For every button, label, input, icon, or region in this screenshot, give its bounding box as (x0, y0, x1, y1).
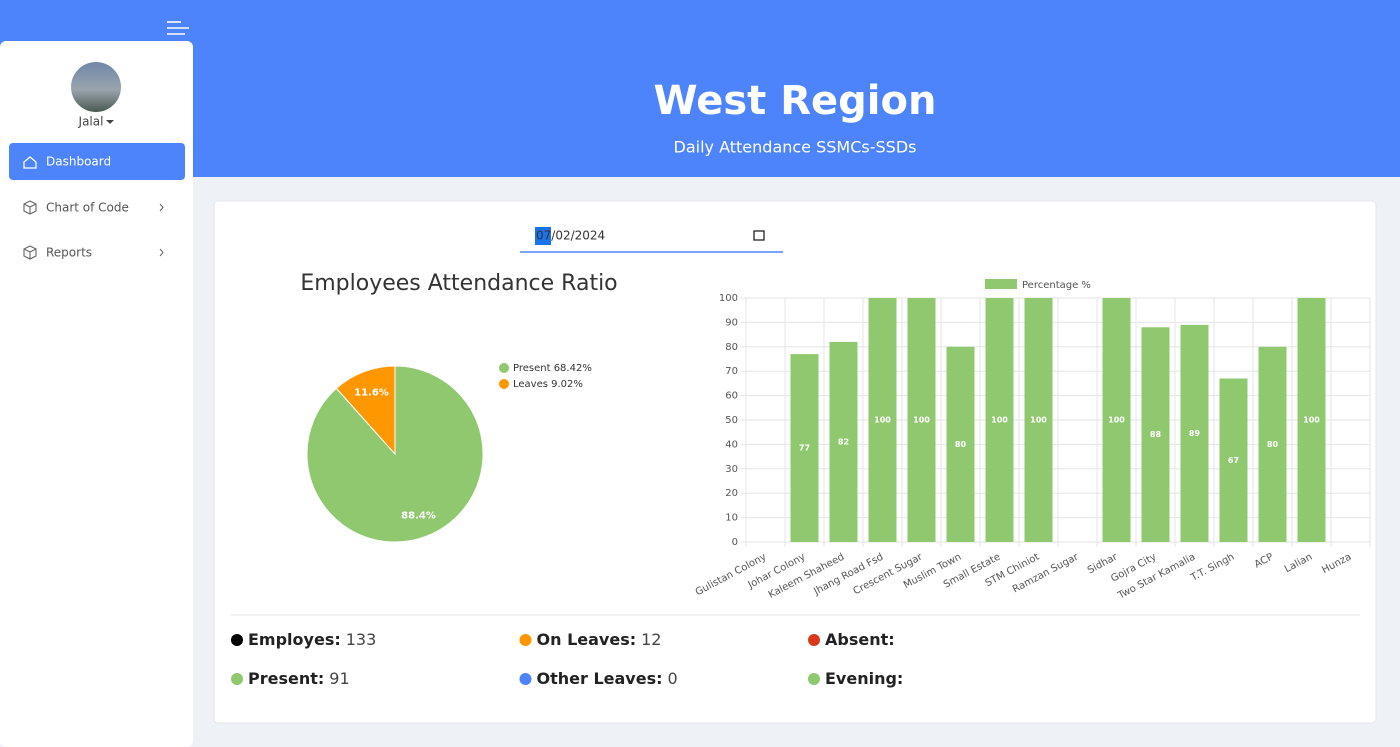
box-icon (23, 245, 37, 260)
legend-dot (499, 379, 509, 389)
y-tick-label: 60 (725, 391, 738, 402)
slice-label: 88.4% (401, 511, 436, 522)
stat: Other Leaves: 0 (537, 669, 678, 688)
bar-value-label: 80 (1267, 440, 1279, 449)
y-tick-label: 80 (725, 342, 738, 353)
legend-label: Present 68.42% (513, 363, 592, 374)
home-icon (23, 156, 37, 169)
bar-value-label: 100 (1108, 416, 1125, 425)
page-title: West Region (654, 78, 937, 124)
stat-dot (519, 634, 532, 646)
stat-label: Evening: (825, 669, 903, 688)
stat-dot (808, 634, 820, 646)
stats: Employes: 133 On Leaves: 12 Absent: Present: 9… (231, 630, 903, 688)
active-menu-bg (9, 143, 185, 180)
stat-value: 12 (641, 630, 661, 649)
bar (868, 298, 897, 542)
stat: Absent: (825, 630, 895, 649)
legend-dot (499, 363, 509, 373)
menu-item[interactable]: Reports (46, 246, 92, 260)
y-tick-label: 100 (719, 293, 738, 304)
stat-label: Present: (248, 669, 324, 688)
legend-label: Leaves 9.02% (513, 379, 583, 390)
bar (1258, 346, 1287, 542)
chevron (159, 203, 164, 212)
calendar-icon[interactable] (753, 230, 765, 241)
user-name[interactable]: Jalal (78, 115, 104, 129)
pie-slice (335, 365, 396, 456)
bar (829, 341, 858, 542)
y-tick-label: 90 (725, 317, 738, 328)
stat-value: 0 (668, 669, 678, 688)
bar-value-label: 88 (1150, 430, 1162, 439)
stat-label: Other Leaves: (537, 669, 663, 688)
menu-toggle[interactable] (167, 21, 189, 35)
avatar[interactable] (71, 62, 121, 112)
menu-item[interactable]: Dashboard (46, 155, 111, 169)
bar (907, 298, 936, 542)
y-tick-label: 40 (725, 439, 738, 450)
date-input[interactable]: 07/02/2024 (536, 229, 605, 243)
box-icon (23, 200, 37, 215)
bar (1180, 324, 1209, 542)
date-selection (535, 227, 551, 245)
bar (1297, 298, 1326, 542)
stat-dot (231, 673, 243, 685)
bar-value-label: 100 (913, 416, 930, 425)
y-tick-label: 70 (725, 366, 738, 377)
bar-value-label: 67 (1228, 456, 1239, 465)
bar-value-label: 100 (1030, 416, 1047, 425)
bar (1024, 298, 1053, 542)
bar (790, 354, 819, 542)
sidebar (0, 41, 193, 747)
stat-value: 91 (329, 669, 349, 688)
stat-dot (808, 673, 820, 685)
page-subtitle: Daily Attendance SSMCs-SSDs (674, 138, 917, 157)
legend-label: Percentage % (1022, 280, 1091, 291)
bar (1102, 298, 1131, 542)
bar-value-label: 100 (1303, 416, 1320, 425)
bar-value-label: 100 (874, 416, 891, 425)
bar (1141, 327, 1170, 542)
caret (106, 120, 114, 124)
header-banner (0, 0, 1400, 177)
slice-label: 11.6% (354, 387, 389, 398)
legend-swatch (985, 279, 1017, 289)
stat-value: 133 (346, 630, 377, 649)
bar (1219, 378, 1248, 542)
bar-value-label: 100 (991, 416, 1008, 425)
y-tick-label: 0 (732, 537, 738, 548)
stat-label: Employes: (248, 630, 341, 649)
bar-value-label: 77 (799, 444, 810, 453)
bar-value-label: 82 (838, 437, 849, 446)
menu-item[interactable]: Chart of Code (46, 201, 129, 215)
stat: On Leaves: 12 (537, 630, 662, 649)
y-tick-label: 20 (725, 488, 738, 499)
y-tick-label: 30 (725, 464, 738, 475)
stat: Employes: 133 (248, 630, 376, 649)
stat-label: Absent: (825, 630, 895, 649)
chart-title: Employees Attendance Ratio (300, 271, 617, 296)
stat-dot (519, 673, 532, 685)
stat-dot (231, 634, 243, 646)
bar-value-label: 89 (1189, 429, 1201, 438)
chevron (159, 248, 164, 257)
stat: Present: 91 (248, 669, 350, 688)
stat: Evening: (825, 669, 903, 688)
stat-label: On Leaves: (537, 630, 637, 649)
bar (946, 346, 975, 542)
bar-value-label: 80 (955, 440, 967, 449)
y-tick-label: 10 (725, 513, 738, 524)
bar (985, 298, 1014, 542)
y-tick-label: 50 (725, 415, 738, 426)
